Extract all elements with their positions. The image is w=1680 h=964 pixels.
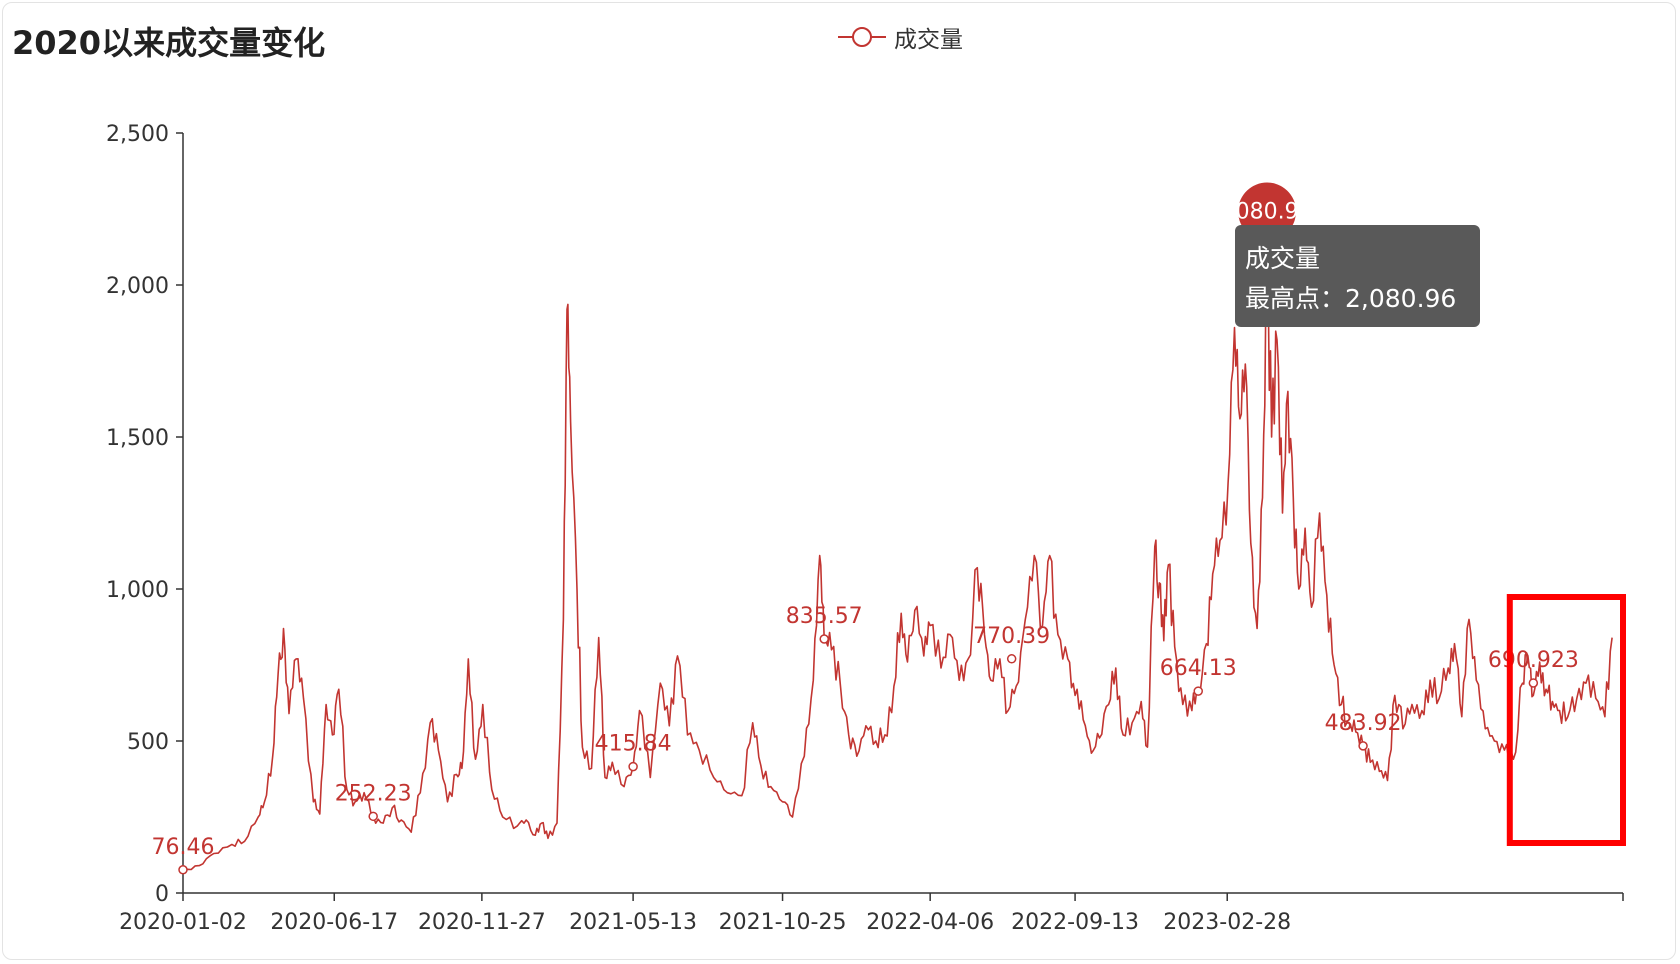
x-tick-label: 2020-11-27 <box>418 910 546 935</box>
tooltip-value: 最高点：2,080.96 <box>1245 284 1457 313</box>
max-point-pin <box>1238 182 1297 261</box>
x-tick-label: 2020-06-17 <box>270 910 398 935</box>
point-label: 770.39 <box>973 624 1050 649</box>
tooltip: 成交量 最高点：2,080.96 <box>1235 225 1480 327</box>
legend-label: 成交量 <box>894 27 963 53</box>
chart-title: 2020以来成交量变化 <box>12 24 326 62</box>
point-marker <box>1358 741 1368 751</box>
point-marker <box>628 761 638 772</box>
series-line[interactable] <box>182 259 1613 871</box>
point-marker <box>178 865 188 875</box>
y-tick-label: 2,500 <box>106 122 169 147</box>
x-tick-label: 2020-01-02 <box>119 910 247 935</box>
point-label: 690.923 <box>1488 648 1579 673</box>
legend[interactable]: 成交量 <box>836 20 963 54</box>
x-tick-label: 2021-10-25 <box>719 910 847 935</box>
point-marker <box>1193 686 1203 696</box>
y-tick-label: 1,000 <box>106 578 169 603</box>
point-marker <box>1528 678 1539 688</box>
highlight-box <box>1506 594 1627 846</box>
y-tick-label: 0 <box>155 882 169 907</box>
point-label: 664.13 <box>1160 656 1237 681</box>
point-label: 483.92 <box>1325 711 1402 736</box>
x-tick-label: 2023-02-28 <box>1163 910 1291 935</box>
point-marker <box>368 811 378 822</box>
y-tick-label: 2,000 <box>106 274 169 299</box>
point-marker <box>819 634 829 644</box>
y-tick-label: 1,500 <box>106 426 169 451</box>
x-tick-label: 2022-09-13 <box>1011 910 1139 935</box>
point-label: 835.57 <box>786 604 863 629</box>
y-tick-label: 500 <box>127 730 169 755</box>
point-label: 415.84 <box>595 732 672 757</box>
max-point-pin-label: 2080.96 <box>1222 199 1313 224</box>
legend-line-icon <box>838 27 886 47</box>
x-tick-label: 2021-05-13 <box>569 910 697 935</box>
point-label: 76.46 <box>152 835 215 860</box>
point-label: 252.23 <box>335 781 412 806</box>
point-marker <box>1006 654 1017 664</box>
x-tick-label: 2022-04-06 <box>866 910 994 935</box>
tooltip-series: 成交量 <box>1245 244 1321 273</box>
